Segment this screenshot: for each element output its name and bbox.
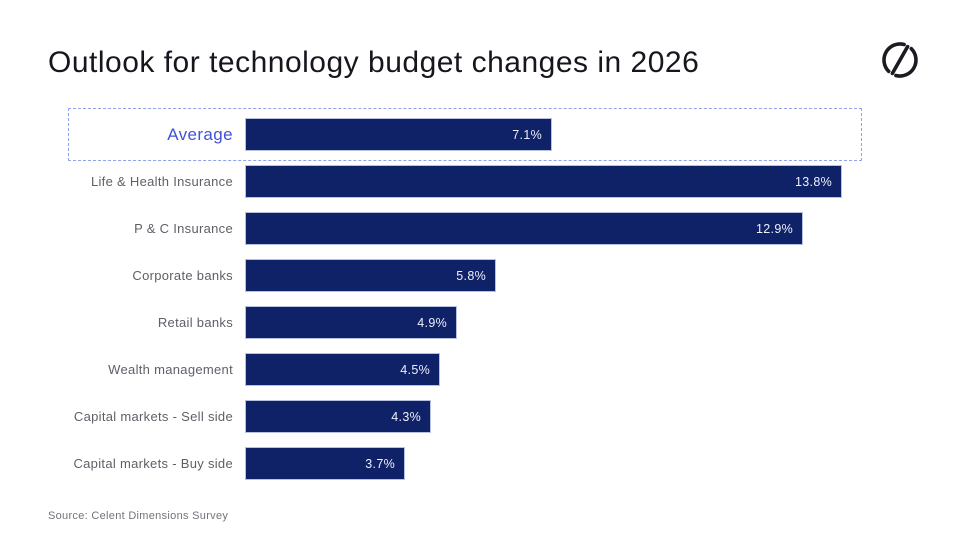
bar: 12.9% [245, 212, 803, 245]
category-label: P & C Insurance [134, 221, 233, 236]
chart-row: Wealth management 4.5% [48, 353, 912, 386]
bar: 13.8% [245, 165, 842, 198]
bar-value-label: 3.7% [365, 456, 395, 471]
bar-value-label: 5.8% [456, 268, 486, 283]
chart-row: Capital markets - Sell side 4.3% [48, 400, 912, 433]
category-label: Wealth management [108, 362, 233, 377]
circle-slash-icon [882, 42, 918, 78]
category-label: Capital markets - Sell side [73, 409, 233, 424]
chart-row: Capital markets - Buy side 3.7% [48, 447, 912, 480]
chart-row-highlighted: Average 7.1% [48, 108, 912, 161]
page-title: Outlook for technology budget changes in… [48, 46, 700, 79]
chart-row: P & C Insurance 12.9% [48, 212, 912, 245]
bar-value-label: 7.1% [512, 127, 542, 142]
bar: 7.1% [245, 118, 552, 151]
bar: 4.5% [245, 353, 440, 386]
category-label: Retail banks [157, 315, 233, 330]
chart-row: Corporate banks 5.8% [48, 259, 912, 292]
bar-value-label: 4.3% [391, 409, 421, 424]
category-label: Corporate banks [132, 268, 233, 283]
bar-value-label: 4.5% [400, 362, 430, 377]
bar: 4.3% [245, 400, 431, 433]
category-label: Average [167, 124, 233, 144]
chart-row: Life & Health Insurance 13.8% [48, 165, 912, 198]
bar-value-label: 12.9% [756, 221, 793, 236]
bar-value-label: 13.8% [795, 174, 832, 189]
category-label: Life & Health Insurance [90, 174, 233, 189]
category-label: Capital markets - Buy side [73, 456, 233, 471]
bar: 3.7% [245, 447, 405, 480]
bar-value-label: 4.9% [417, 315, 447, 330]
bar: 5.8% [245, 259, 496, 292]
chart-row: Retail banks 4.9% [48, 306, 912, 339]
bar: 4.9% [245, 306, 457, 339]
source-note: Source: Celent Dimensions Survey [48, 510, 229, 522]
brand-logo [876, 36, 924, 84]
bar-chart: Average 7.1% Life & Health Insurance 13.8% P… [48, 108, 912, 494]
